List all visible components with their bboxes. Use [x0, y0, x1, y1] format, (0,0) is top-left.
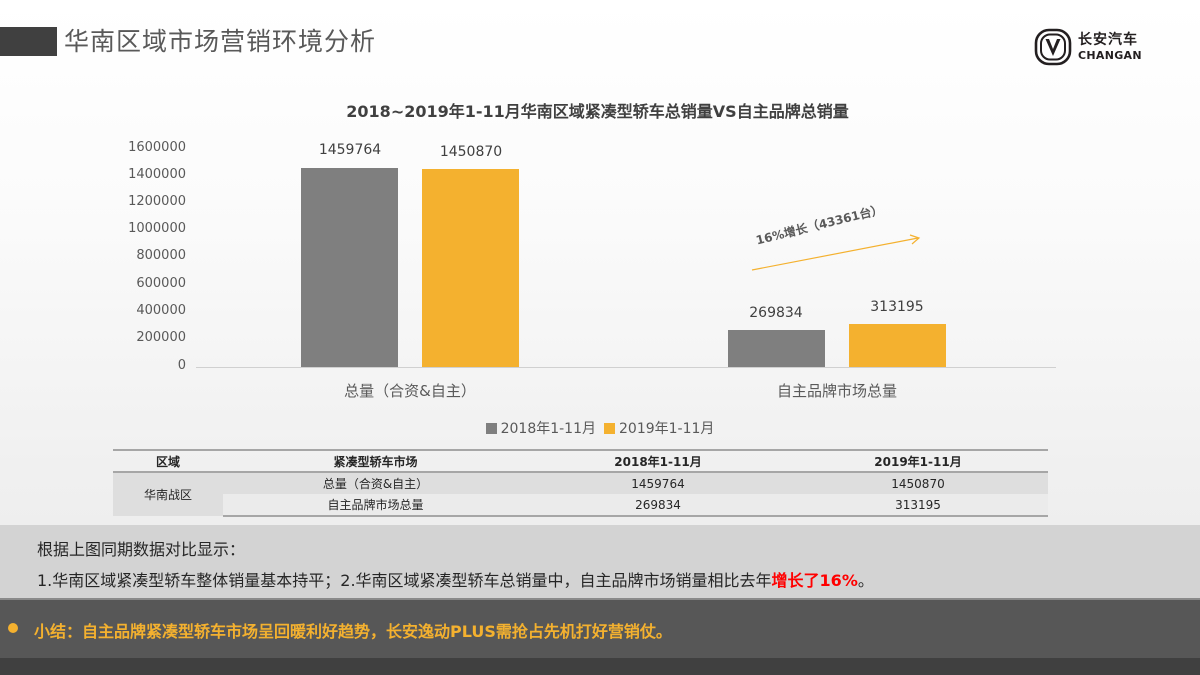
legend-item-2018: 2018年1-11月 — [485, 418, 596, 438]
y-tick: 0 — [177, 358, 186, 373]
growth-arrow-icon — [751, 234, 921, 271]
category-label: 总量（合资&自主） — [344, 382, 476, 400]
value-cell: 269834 — [528, 494, 788, 517]
conclusion-band — [0, 598, 1200, 658]
y-tick: 400000 — [136, 303, 186, 318]
summary-highlight: 增长了16% — [771, 571, 858, 590]
logo-english-text: CHANGAN — [1078, 49, 1142, 62]
legend-swatch-gray — [485, 422, 497, 434]
column-header: 2019年1-11月 — [788, 449, 1048, 473]
data-table: 区域 紧凑型轿车市场 2018年1-11月 2019年1-11月 华南战区 总量… — [113, 449, 1048, 517]
table-row: 自主品牌市场总量 269834 313195 — [113, 494, 1048, 517]
column-header: 区域 — [113, 449, 223, 473]
title-accent-bar — [0, 27, 57, 56]
chart-title: 2018~2019年1-11月华南区域紧凑型轿车总销量VS自主品牌总销量 — [0, 98, 1100, 122]
market-cell: 总量（合资&自主） — [322, 477, 429, 491]
data-label: 313195 — [870, 299, 924, 315]
market-cell: 自主品牌市场总量 — [223, 494, 528, 517]
summary-findings-text: 1.华南区域紧凑型轿车整体销量基本持平；2.华南区域紧凑型轿车总销量中，自主品牌… — [37, 571, 772, 590]
bar-2018-own-brand — [728, 330, 825, 367]
brand-logo: 长安汽车 CHANGAN — [1034, 28, 1142, 66]
bullet-dot-icon — [8, 623, 18, 633]
value-cell: 1459764 — [631, 476, 685, 491]
bar-2019-own-brand — [849, 324, 946, 367]
changan-v-logo-icon — [1034, 28, 1072, 66]
y-tick: 200000 — [136, 330, 186, 345]
summary-intro: 根据上图同期数据对比显示： — [37, 540, 246, 559]
table-row: 华南战区 总量（合资&自主） 1459764 1450870 — [113, 472, 1048, 516]
bar-2019-total — [422, 169, 519, 367]
column-header: 紧凑型轿车市场 — [223, 449, 528, 473]
summary-findings: 1.华南区域紧凑型轿车整体销量基本持平；2.华南区域紧凑型轿车总销量中，自主品牌… — [37, 567, 874, 591]
summary-suffix: 。 — [857, 571, 874, 590]
summary-band — [0, 525, 1200, 598]
x-axis-line — [196, 367, 1056, 368]
y-tick: 800000 — [136, 248, 186, 263]
region-cell: 华南战区 — [113, 472, 223, 516]
data-label: 1459764 — [318, 142, 382, 158]
y-tick: 1600000 — [128, 140, 186, 155]
data-label: 1450870 — [439, 144, 503, 160]
y-tick: 1200000 — [128, 194, 186, 209]
chart-title-text: 2018~2019年1-11月华南区域紧凑型轿车总销量VS自主品牌总销量 — [346, 102, 849, 121]
y-tick: 1400000 — [128, 167, 186, 182]
legend-item-2019: 2019年1-11月 — [604, 418, 714, 438]
bottom-strip — [0, 658, 1200, 675]
value-cell: 1450870 — [891, 476, 945, 491]
y-tick: 600000 — [136, 276, 186, 291]
value-cell: 313195 — [788, 494, 1048, 517]
column-header: 2018年1-11月 — [528, 449, 788, 473]
logo-chinese-text: 长安汽车 — [1078, 32, 1138, 48]
table-header-row: 区域 紧凑型轿车市场 2018年1-11月 2019年1-11月 — [113, 449, 1048, 473]
legend-label: 2019年1-11月 — [619, 421, 715, 437]
legend-label: 2018年1-11月 — [500, 421, 596, 437]
conclusion-text: 小结：自主品牌紧凑型轿车市场呈回暖利好趋势，长安逸动PLUS需抢占先机打好营销仗… — [34, 622, 672, 641]
data-label: 269834 — [749, 305, 803, 321]
legend-swatch-orange — [604, 422, 615, 434]
page-title: 华南区域市场营销环境分析 — [64, 27, 377, 56]
y-tick: 1000000 — [128, 221, 186, 236]
category-label: 自主品牌市场总量 — [776, 382, 897, 400]
chart-legend: 2018年1-11月 2019年1-11月 — [0, 418, 1200, 438]
bar-2018-total — [301, 168, 398, 367]
